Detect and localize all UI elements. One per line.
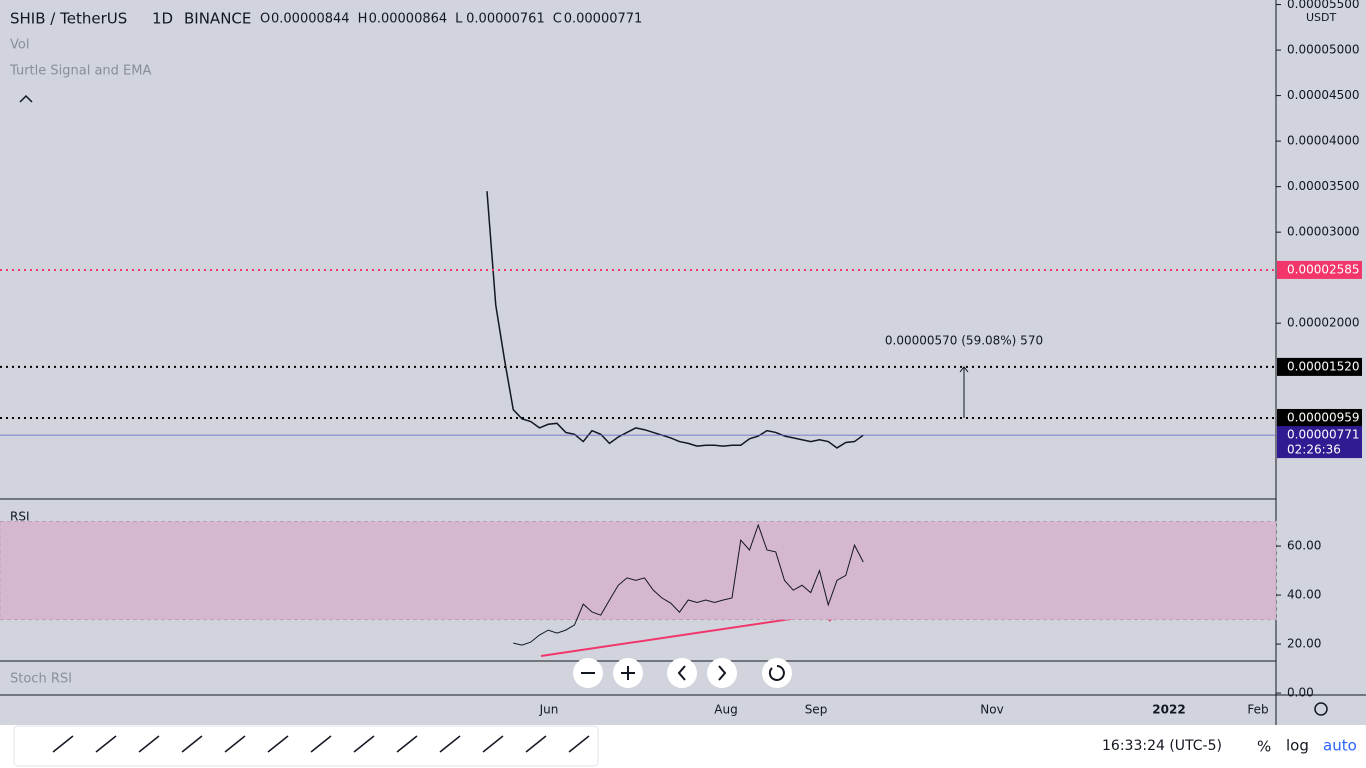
tool-icon[interactable] (439, 735, 461, 753)
indicator-label[interactable]: Vol (10, 38, 29, 53)
nav-buttons (573, 658, 792, 688)
tools (52, 735, 590, 753)
ohlc-value: 0.00000844 (271, 12, 350, 27)
measure-label: 0.00000570 (59.08%) 570 (885, 333, 1043, 347)
tool-icon[interactable] (138, 735, 160, 753)
x-tick-label: Jun (539, 703, 559, 717)
tool-icon[interactable] (482, 735, 504, 753)
indicator-label[interactable]: Turtle Signal and EMA (9, 64, 151, 79)
ohlc-value: 0.00000864 (369, 12, 448, 27)
x-tick-label: Feb (1247, 703, 1268, 717)
price-label-bg (1277, 260, 1362, 279)
tool-icon[interactable] (224, 735, 246, 753)
exchange: BINANCE (184, 10, 251, 28)
symbol[interactable]: SHIB / TetherUS (10, 10, 127, 28)
rsi-band (0, 521, 1277, 621)
tool-icon[interactable] (95, 735, 117, 753)
scroll-right[interactable] (707, 658, 737, 688)
y-tick-label: 0.00005500 (1287, 0, 1360, 11)
tool-icon[interactable] (568, 735, 590, 753)
measure-arrow (959, 366, 969, 418)
price-label: 0.00001520 (1287, 359, 1360, 373)
y-tick-label: 0.00004500 (1287, 88, 1360, 102)
rsi-tick-label: 0.00 (1287, 686, 1314, 700)
log-toggle[interactable]: log (1286, 737, 1309, 755)
settings-icon[interactable] (1314, 702, 1328, 716)
y-tick-label: 0.00003500 (1287, 179, 1360, 193)
interval[interactable]: 1D (152, 10, 173, 28)
x-tick-label: Aug (714, 703, 737, 717)
drawing-toolbar (13, 725, 599, 767)
tool-icon[interactable] (396, 735, 418, 753)
auto-toggle[interactable]: auto (1323, 737, 1357, 755)
ohlc-key: H (358, 12, 368, 27)
rsi-tick-label: 20.00 (1287, 637, 1321, 651)
price-label-bg (1277, 408, 1362, 427)
price-label-bg (1277, 426, 1362, 459)
price-label-bg (1277, 357, 1362, 376)
y-tick-label: 0.00003000 (1287, 225, 1360, 239)
countdown: 02:26:36 (1287, 443, 1341, 457)
tool-icon[interactable] (52, 735, 74, 753)
ohlc-value: 0.00000761 (466, 12, 545, 27)
x-tick-label: Nov (980, 703, 1003, 717)
ohlc-key: O (260, 12, 270, 27)
price-label: 0.00002585 (1287, 262, 1360, 276)
x-tick-label: Sep (805, 703, 828, 717)
tool-icon[interactable] (181, 735, 203, 753)
collapse-icon[interactable] (19, 94, 33, 103)
y-tick-label: 0.00005000 (1287, 43, 1360, 57)
tool-icon[interactable] (353, 735, 375, 753)
tool-icon[interactable] (267, 735, 289, 753)
scroll-left[interactable] (667, 658, 697, 688)
percent-toggle[interactable]: % (1257, 738, 1271, 756)
y-tick-label: 0.00004000 (1287, 134, 1360, 148)
price-label: 0.00000771 (1287, 428, 1360, 442)
stoch-title[interactable]: Stoch RSI (10, 672, 72, 687)
tool-icon[interactable] (310, 735, 332, 753)
currency: USDT (1306, 11, 1337, 24)
ohlc-key: C (553, 12, 562, 27)
ohlc-value: 0.00000771 (564, 12, 643, 27)
rsi-tick-label: 60.00 (1287, 539, 1321, 553)
clock: 16:33:24 (UTC-5) (1102, 738, 1222, 754)
x-tick-label: 2022 (1152, 703, 1185, 717)
price-label: 0.00000959 (1287, 410, 1360, 424)
y-tick-label: 0.00002000 (1287, 316, 1360, 330)
ohlc-key: L (455, 12, 463, 27)
tool-icon[interactable] (525, 735, 547, 753)
rsi-tick-label: 40.00 (1287, 588, 1321, 602)
reset[interactable] (762, 658, 792, 688)
price-line (486, 191, 864, 449)
rsi-line (513, 523, 864, 646)
rsi-title: RSI (10, 510, 30, 524)
